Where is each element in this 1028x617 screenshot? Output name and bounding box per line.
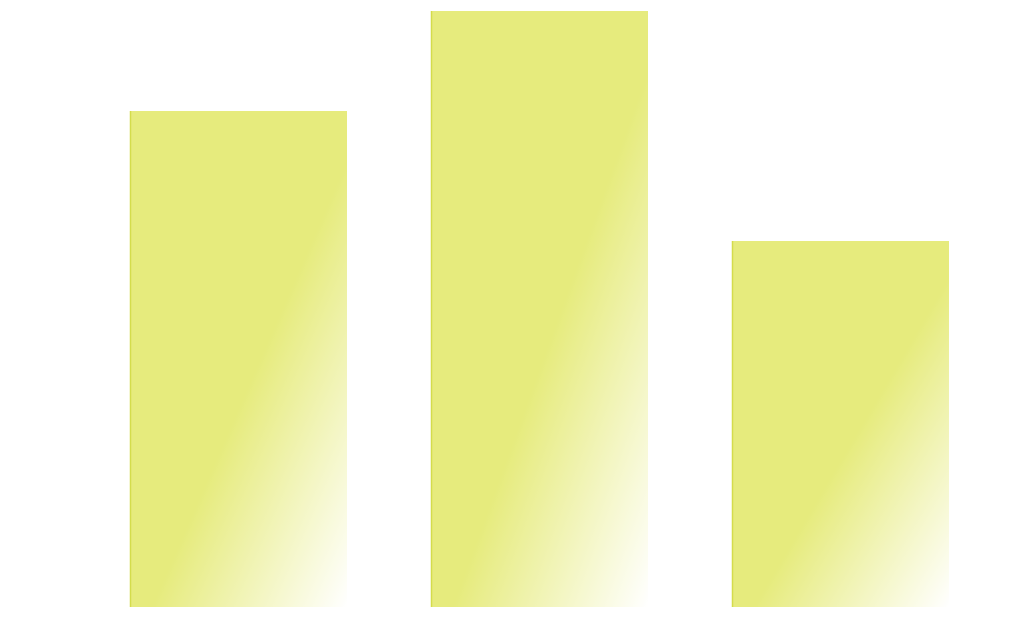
bars-group bbox=[129, 11, 949, 607]
bar-3 bbox=[732, 241, 949, 607]
bar-2 bbox=[431, 11, 648, 607]
bar-1 bbox=[130, 111, 347, 607]
